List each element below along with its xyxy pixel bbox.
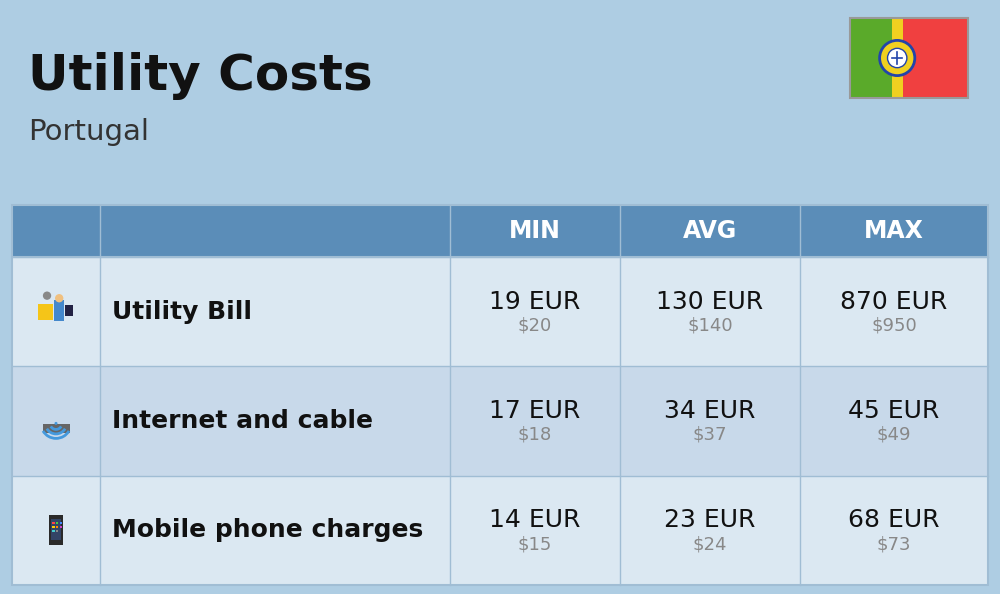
Text: AVG: AVG — [683, 219, 737, 243]
Text: $20: $20 — [518, 317, 552, 334]
Text: 19 EUR: 19 EUR — [489, 290, 581, 314]
Circle shape — [880, 40, 915, 75]
Text: 130 EUR: 130 EUR — [656, 290, 764, 314]
Circle shape — [43, 292, 51, 300]
Text: MIN: MIN — [509, 219, 561, 243]
Bar — [850, 18, 968, 98]
Bar — [56, 530, 58, 532]
Text: $37: $37 — [693, 426, 727, 444]
Bar — [12, 476, 988, 585]
Bar — [52, 530, 54, 532]
Text: 45 EUR: 45 EUR — [848, 399, 940, 423]
Text: Internet and cable: Internet and cable — [112, 409, 373, 433]
Text: Portugal: Portugal — [28, 118, 149, 146]
Bar — [892, 18, 903, 98]
Text: Utility Bill: Utility Bill — [112, 299, 252, 324]
Text: $15: $15 — [518, 535, 552, 554]
Text: Mobile phone charges: Mobile phone charges — [112, 519, 423, 542]
Bar — [65, 305, 73, 317]
Bar — [42, 424, 70, 433]
Bar — [56, 526, 58, 528]
Bar — [12, 366, 988, 476]
Bar — [54, 301, 64, 321]
Circle shape — [55, 294, 63, 302]
Bar — [12, 205, 988, 257]
Text: 14 EUR: 14 EUR — [489, 508, 581, 532]
Text: $18: $18 — [518, 426, 552, 444]
Bar — [12, 257, 988, 366]
Text: $49: $49 — [877, 426, 911, 444]
Bar — [52, 526, 54, 528]
Text: $140: $140 — [687, 317, 733, 334]
Bar — [60, 522, 62, 524]
Bar — [12, 205, 988, 585]
Bar — [850, 18, 897, 98]
Bar — [38, 304, 53, 320]
Text: 870 EUR: 870 EUR — [840, 290, 948, 314]
Bar — [60, 526, 62, 528]
Text: 34 EUR: 34 EUR — [664, 399, 756, 423]
Circle shape — [54, 422, 58, 425]
Bar — [52, 522, 54, 524]
Text: 68 EUR: 68 EUR — [848, 508, 940, 532]
Circle shape — [888, 48, 907, 68]
Text: $24: $24 — [693, 535, 727, 554]
Text: $73: $73 — [877, 535, 911, 554]
Text: 17 EUR: 17 EUR — [489, 399, 581, 423]
Text: Utility Costs: Utility Costs — [28, 52, 373, 100]
Text: $950: $950 — [871, 317, 917, 334]
Text: 23 EUR: 23 EUR — [664, 508, 756, 532]
Bar — [897, 18, 968, 98]
Bar — [56, 522, 58, 524]
Bar — [51, 519, 61, 540]
Text: MAX: MAX — [864, 219, 924, 243]
Bar — [49, 516, 63, 545]
